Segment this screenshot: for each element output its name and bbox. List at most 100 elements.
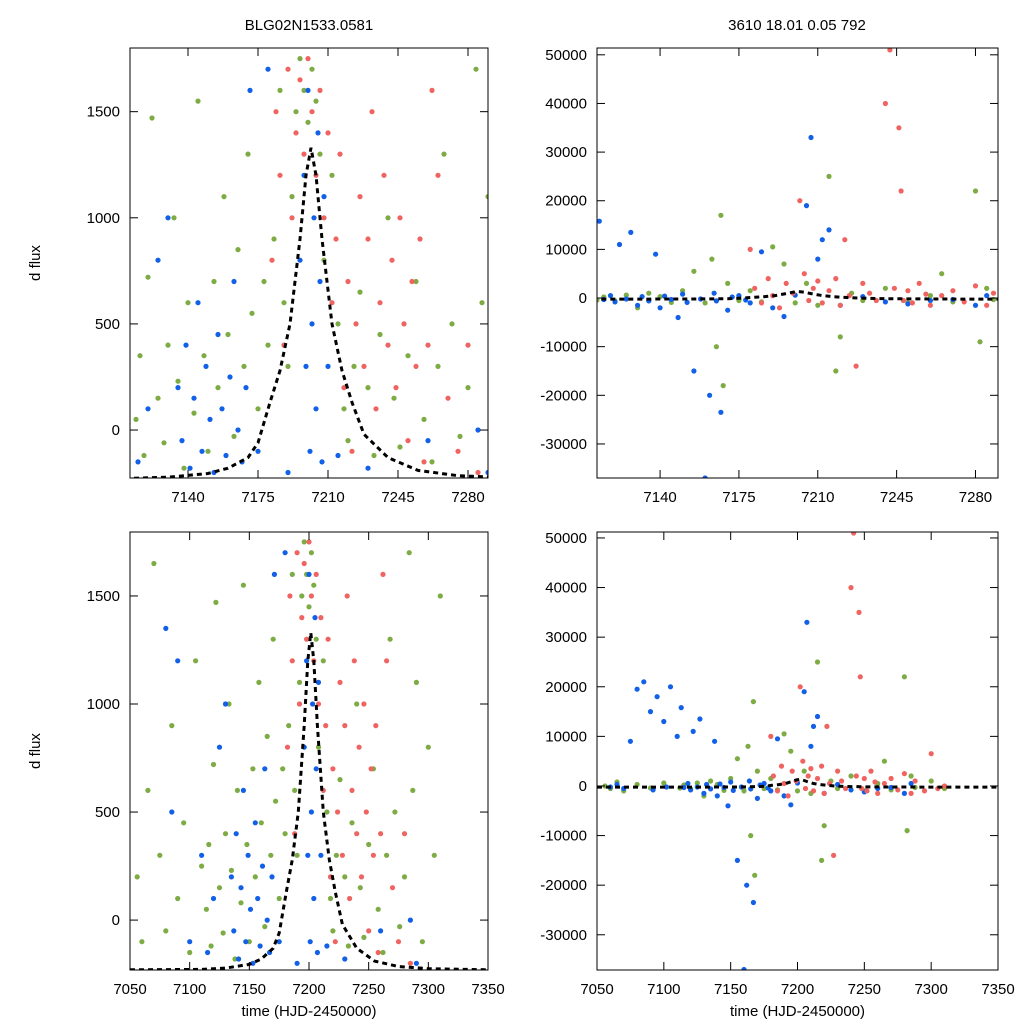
point-blue bbox=[662, 293, 668, 299]
point-blue bbox=[678, 705, 684, 711]
point-red bbox=[826, 288, 832, 294]
point-blue bbox=[728, 779, 734, 785]
point-blue bbox=[235, 427, 241, 433]
point-green bbox=[725, 280, 731, 286]
x-tick-label: 7210 bbox=[311, 489, 344, 506]
point-blue bbox=[175, 385, 181, 391]
point-red bbox=[806, 297, 812, 304]
point-green bbox=[213, 599, 219, 606]
point-blue bbox=[730, 787, 736, 794]
point-blue bbox=[243, 385, 249, 391]
point-blue bbox=[774, 736, 781, 742]
point-blue bbox=[65, 141, 70, 146]
point-blue bbox=[848, 787, 854, 793]
point-green bbox=[984, 285, 990, 291]
point-red bbox=[928, 751, 934, 757]
point-green bbox=[819, 857, 825, 864]
point-green bbox=[754, 768, 761, 774]
point-green bbox=[235, 247, 241, 253]
point-red bbox=[321, 215, 327, 221]
x-tick-label: 7280 bbox=[959, 489, 992, 506]
point-blue bbox=[650, 787, 656, 793]
x-axis-label: time (HJD-2450000) bbox=[241, 1003, 376, 1020]
point-red bbox=[909, 300, 916, 306]
point-blue bbox=[145, 406, 151, 412]
point-green bbox=[380, 949, 386, 956]
point-green bbox=[175, 378, 181, 384]
point-blue bbox=[199, 852, 205, 858]
point-green bbox=[752, 872, 758, 878]
point-green bbox=[718, 212, 724, 218]
point-green bbox=[881, 758, 888, 764]
point-green bbox=[397, 444, 403, 450]
y-tick-label: -10000 bbox=[540, 339, 587, 356]
y-tick-label: -30000 bbox=[540, 436, 587, 453]
y-tick-label: 1500 bbox=[87, 588, 120, 605]
point-green bbox=[308, 550, 314, 556]
x-tick-label: 7100 bbox=[647, 981, 680, 998]
point-green bbox=[597, 297, 600, 303]
point-red bbox=[765, 276, 771, 282]
point-red bbox=[373, 723, 379, 729]
point-green bbox=[25, 449, 30, 454]
point-blue bbox=[228, 874, 234, 880]
x-tick-label: 7210 bbox=[801, 489, 834, 506]
point-red bbox=[317, 87, 323, 93]
point-blue bbox=[183, 342, 189, 348]
point-blue bbox=[628, 229, 634, 235]
point-green bbox=[244, 841, 250, 848]
point-green bbox=[324, 809, 330, 815]
point-blue bbox=[718, 409, 724, 415]
point-red bbox=[337, 151, 343, 157]
point-blue bbox=[972, 302, 979, 308]
point-green bbox=[299, 593, 305, 599]
point-blue bbox=[545, 223, 550, 228]
point-green bbox=[747, 288, 753, 294]
point-blue bbox=[310, 701, 316, 707]
point-green bbox=[181, 465, 187, 471]
point-green bbox=[349, 820, 355, 826]
point-red bbox=[368, 766, 374, 772]
x-tick-label: 7245 bbox=[381, 489, 414, 506]
point-blue bbox=[294, 960, 300, 966]
point-blue bbox=[175, 658, 181, 664]
plot-area bbox=[130, 539, 488, 970]
y-axis-label: d flux bbox=[27, 245, 44, 281]
point-green bbox=[313, 636, 319, 642]
point-red bbox=[385, 342, 391, 348]
point-blue bbox=[236, 956, 242, 962]
point-green bbox=[734, 756, 741, 762]
point-red bbox=[860, 280, 866, 286]
point-green bbox=[327, 895, 334, 902]
point-blue bbox=[808, 743, 814, 749]
point-red bbox=[323, 723, 329, 729]
point-blue bbox=[657, 305, 663, 311]
point-green bbox=[694, 780, 700, 786]
point-green bbox=[803, 280, 810, 286]
point-red bbox=[961, 299, 967, 305]
y-tick-label: 10000 bbox=[545, 241, 587, 258]
point-green bbox=[187, 949, 193, 956]
point-green bbox=[203, 906, 209, 912]
point-blue bbox=[770, 305, 776, 311]
point-blue bbox=[264, 917, 270, 923]
point-blue bbox=[105, 449, 110, 454]
point-green bbox=[273, 798, 279, 804]
point-red bbox=[296, 701, 303, 707]
point-blue bbox=[590, 247, 595, 252]
point-green bbox=[391, 395, 397, 401]
y-tick-label: 30000 bbox=[545, 629, 587, 646]
point-blue bbox=[187, 465, 193, 471]
point-red bbox=[313, 571, 319, 578]
point-blue bbox=[754, 795, 761, 802]
point-green bbox=[65, 438, 70, 443]
point-green bbox=[270, 636, 276, 642]
point-blue bbox=[255, 895, 261, 902]
point-red bbox=[475, 469, 481, 476]
point-blue bbox=[207, 416, 213, 422]
point-green bbox=[421, 416, 427, 422]
point-green bbox=[258, 820, 264, 826]
point-green bbox=[169, 723, 175, 729]
point-red bbox=[810, 788, 817, 794]
point-green bbox=[306, 604, 312, 610]
